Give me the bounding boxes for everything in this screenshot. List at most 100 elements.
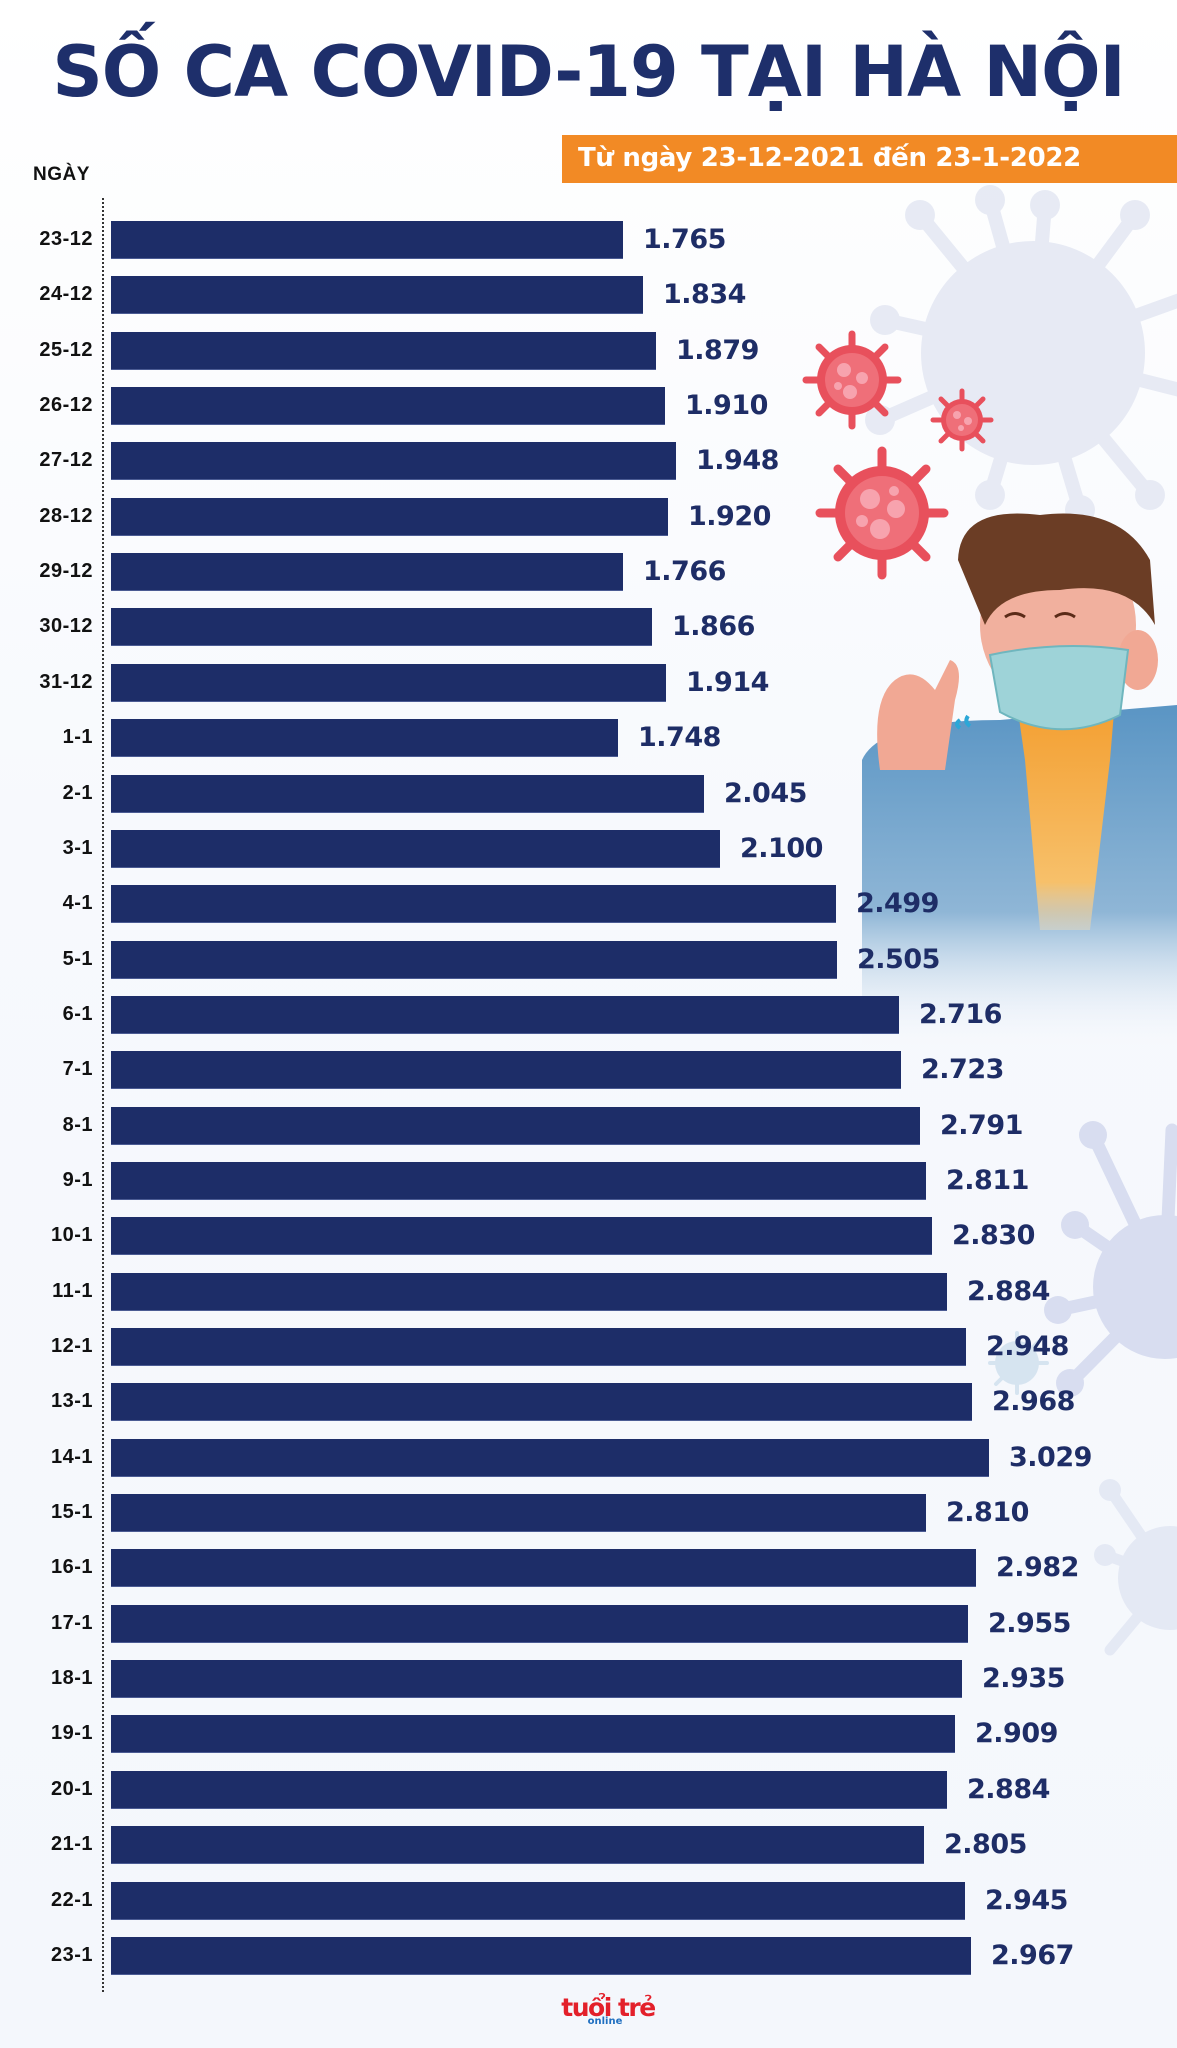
bar <box>111 941 837 978</box>
bar <box>111 1439 989 1476</box>
value-label: 2.884 <box>967 1276 1050 1307</box>
tuoi-tre-logo: tuổi trẻ online <box>561 1992 656 2026</box>
category-label: 3-1 <box>62 837 93 859</box>
value-label: 2.805 <box>944 1829 1027 1860</box>
bar <box>111 553 623 590</box>
value-label: 2.723 <box>921 1054 1004 1085</box>
value-label: 2.884 <box>967 1774 1050 1805</box>
value-label: 1.910 <box>685 390 768 421</box>
category-label: 21-1 <box>50 1833 93 1855</box>
category-label: 16-1 <box>50 1556 93 1578</box>
value-label: 2.909 <box>975 1718 1058 1749</box>
value-label: 2.968 <box>992 1386 1075 1417</box>
bar <box>111 1107 920 1144</box>
date-range-banner: Từ ngày 23-12-2021 đến 23-1-2022 <box>562 135 1177 183</box>
category-label: 24-12 <box>39 283 93 305</box>
category-label: 18-1 <box>50 1667 93 1689</box>
value-label: 2.948 <box>986 1331 1069 1362</box>
category-label: 17-1 <box>50 1612 93 1634</box>
value-label: 2.967 <box>991 1940 1074 1971</box>
bar <box>111 830 720 867</box>
value-label: 1.948 <box>696 445 779 476</box>
bar <box>111 387 665 424</box>
bar <box>111 1660 962 1697</box>
bar <box>111 1217 932 1254</box>
category-label: 31-12 <box>39 671 93 693</box>
category-label: 9-1 <box>62 1169 93 1191</box>
category-label: 4-1 <box>62 892 93 914</box>
bar <box>111 442 676 479</box>
category-label: 6-1 <box>62 1003 93 1025</box>
page-title: SỐ CA COVID-19 TẠI HÀ NỘI <box>52 31 1125 113</box>
category-label: 30-12 <box>39 615 93 637</box>
value-label: 1.765 <box>643 224 726 255</box>
category-label: 13-1 <box>50 1390 93 1412</box>
axis-title-day: NGÀY <box>33 164 90 185</box>
bar <box>111 664 666 701</box>
bar <box>111 1328 966 1365</box>
category-label: 23-12 <box>39 228 93 250</box>
bar <box>111 1162 926 1199</box>
value-label: 2.955 <box>988 1608 1071 1639</box>
category-label: 27-12 <box>39 449 93 471</box>
bar <box>111 996 899 1033</box>
value-label: 2.945 <box>985 1885 1068 1916</box>
value-label: 3.029 <box>1009 1442 1092 1473</box>
bar <box>111 276 643 313</box>
y-axis-line <box>102 198 104 1992</box>
svg-text:online: online <box>588 2016 623 2026</box>
value-label: 1.748 <box>638 722 721 753</box>
value-label: 1.920 <box>688 501 771 532</box>
bar <box>111 1494 926 1531</box>
value-label: 2.045 <box>724 778 807 809</box>
bar <box>111 1383 972 1420</box>
bar <box>111 1771 947 1808</box>
category-label: 8-1 <box>62 1114 93 1136</box>
value-label: 1.766 <box>643 556 726 587</box>
category-label: 22-1 <box>50 1889 93 1911</box>
bar <box>111 775 704 812</box>
value-label: 2.935 <box>982 1663 1065 1694</box>
category-label: 28-12 <box>39 505 93 527</box>
bar <box>111 1549 976 1586</box>
bar <box>111 1273 947 1310</box>
category-label: 5-1 <box>62 948 93 970</box>
value-label: 2.982 <box>996 1552 1079 1583</box>
bar <box>111 885 836 922</box>
category-label: 1-1 <box>62 726 93 748</box>
category-label: 10-1 <box>50 1224 93 1246</box>
bar <box>111 332 656 369</box>
bar <box>111 221 623 258</box>
bar <box>111 608 652 645</box>
category-label: 26-12 <box>39 394 93 416</box>
category-label: 25-12 <box>39 339 93 361</box>
category-label: 23-1 <box>50 1944 93 1966</box>
category-label: 11-1 <box>52 1280 93 1302</box>
value-label: 2.810 <box>946 1497 1029 1528</box>
bar <box>111 1605 968 1642</box>
value-label: 2.830 <box>952 1220 1035 1251</box>
value-label: 2.791 <box>940 1110 1023 1141</box>
category-label: 7-1 <box>62 1058 93 1080</box>
category-label: 29-12 <box>39 560 93 582</box>
svg-text:tuổi trẻ: tuổi trẻ <box>561 1992 655 2022</box>
value-label: 2.100 <box>740 833 823 864</box>
bar <box>111 1882 965 1919</box>
bar <box>111 1051 901 1088</box>
category-label: 20-1 <box>50 1778 93 1800</box>
category-label: 2-1 <box>62 782 93 804</box>
date-range-text: Từ ngày 23-12-2021 đến 23-1-2022 <box>578 143 1081 173</box>
value-label: 2.499 <box>856 888 939 919</box>
value-label: 1.879 <box>676 335 759 366</box>
bar <box>111 1826 924 1863</box>
value-label: 1.834 <box>663 279 746 310</box>
value-label: 1.866 <box>672 611 755 642</box>
value-label: 2.811 <box>946 1165 1029 1196</box>
category-label: 19-1 <box>50 1722 93 1744</box>
category-label: 15-1 <box>50 1501 93 1523</box>
category-label: 14-1 <box>50 1446 93 1468</box>
category-label: 12-1 <box>50 1335 93 1357</box>
value-label: 1.914 <box>686 667 769 698</box>
bar <box>111 1715 955 1752</box>
bar <box>111 1937 971 1974</box>
